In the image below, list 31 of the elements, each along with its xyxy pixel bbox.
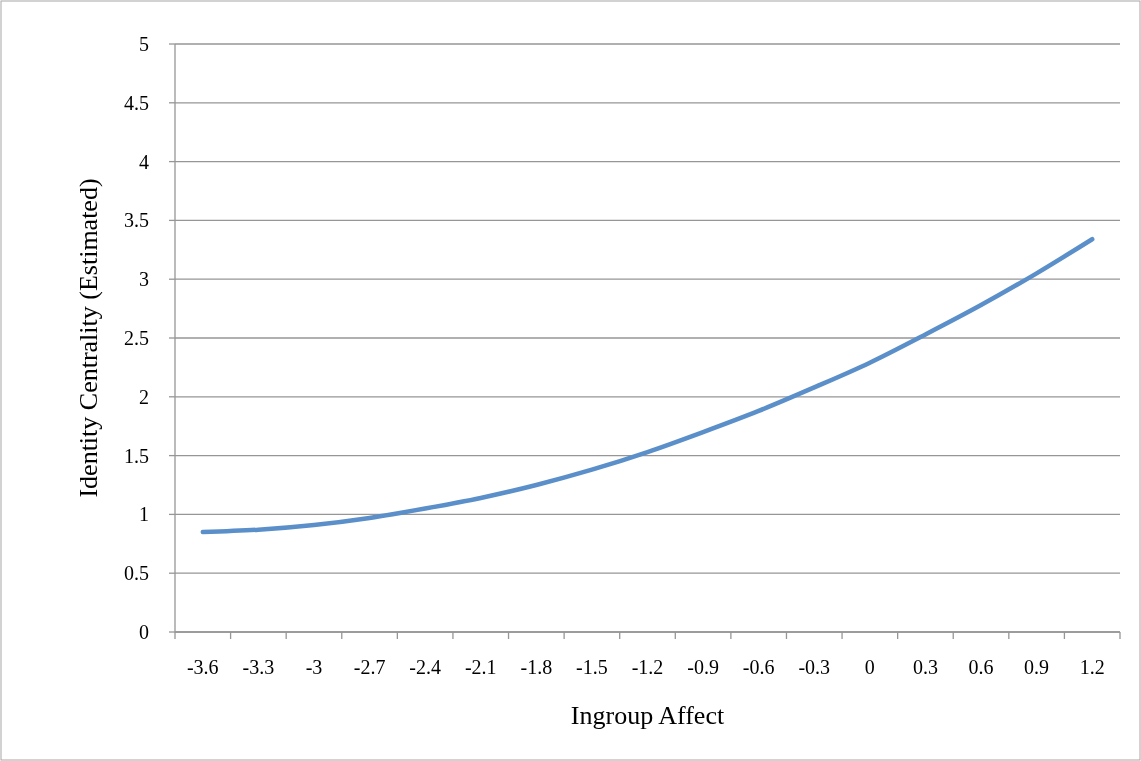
- x-tick-label: -3.6: [186, 656, 219, 678]
- x-tick-label: -1.2: [631, 656, 664, 678]
- y-tick-label: 3.5: [124, 209, 149, 232]
- x-tick-label: 0.6: [968, 656, 994, 678]
- x-tick-label: -3: [305, 656, 323, 678]
- x-tick-label: -0.3: [798, 656, 831, 678]
- y-tick-label: 2.5: [124, 327, 149, 349]
- x-tick-label: -1.8: [520, 656, 553, 678]
- y-tick-label: 0: [139, 621, 149, 643]
- line-series: [200, 236, 1095, 535]
- y-tick-label: 1.5: [124, 444, 149, 467]
- y-tick-label: 0.5: [124, 562, 149, 585]
- x-tick-label: -2.1: [464, 656, 497, 678]
- x-tick-label: 1.2: [1079, 656, 1105, 678]
- y-tick-label: 1: [139, 503, 149, 526]
- y-tick-label: 4.5: [124, 91, 149, 114]
- x-tick-label: -1.5: [576, 656, 608, 678]
- x-tick-label: -3.3: [242, 656, 275, 678]
- x-tick-label: -0.9: [687, 656, 719, 678]
- x-tick-label: -0.6: [742, 656, 775, 678]
- x-tick-label: 0.9: [1024, 656, 1050, 678]
- y-tick-label: 5: [139, 33, 149, 55]
- y-tick-label: 4: [139, 150, 149, 173]
- x-tick-label: 0: [864, 656, 875, 678]
- y-tick-label: 2: [139, 385, 149, 408]
- x-tick-label: -2.7: [353, 656, 386, 678]
- x-tick-label: 0.3: [912, 656, 938, 678]
- x-tick-label: -2.4: [409, 656, 441, 678]
- y-axis-title: Identity Centrality (Estimated): [74, 178, 103, 498]
- y-tick-label: 3: [139, 268, 149, 291]
- x-axis-title: Ingroup Affect: [570, 701, 725, 730]
